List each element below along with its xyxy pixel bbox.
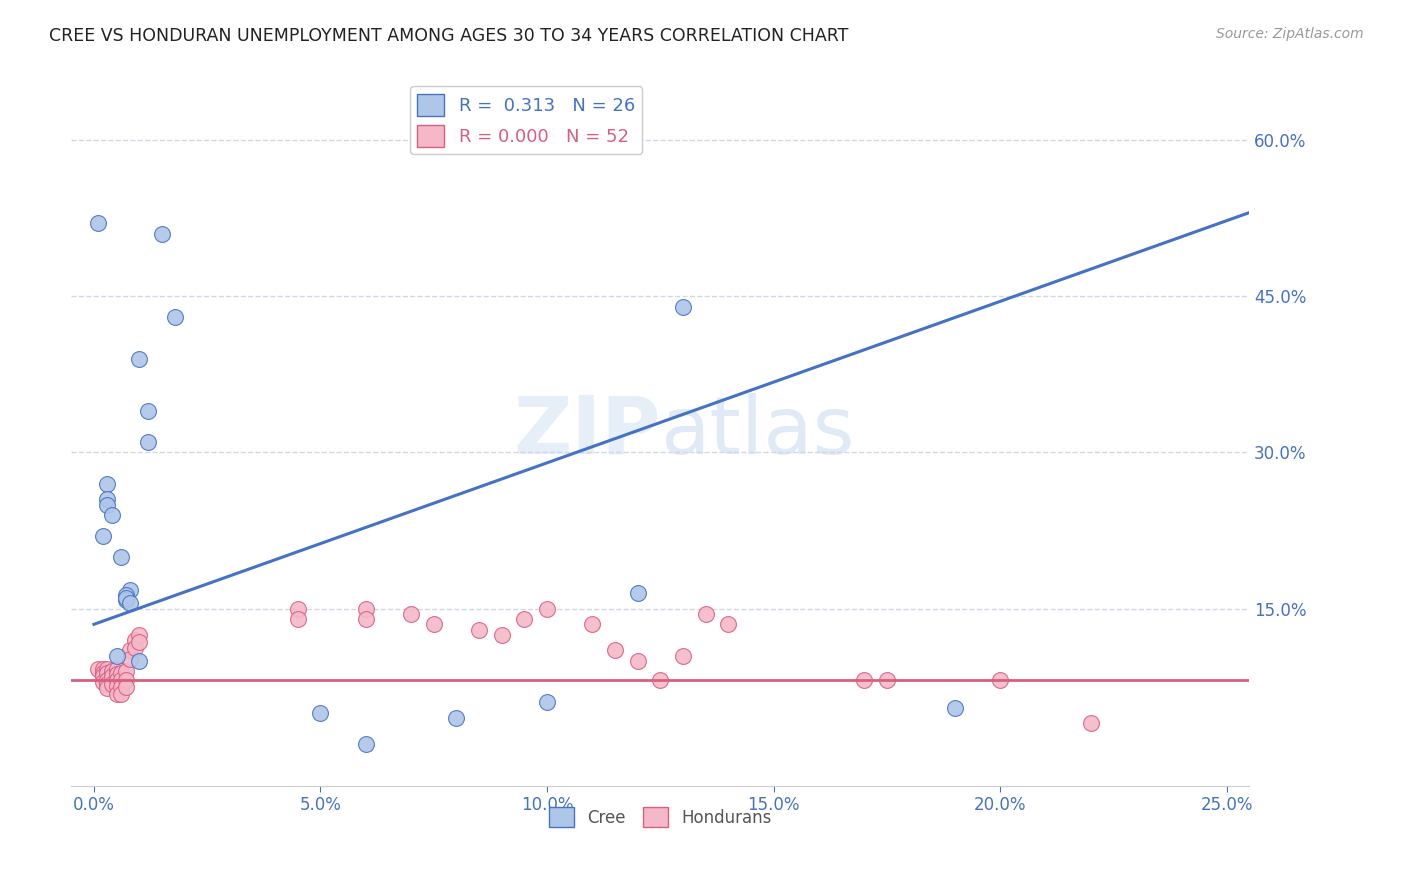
Point [114,680,136,694]
Point [91,662,114,676]
Point [309,706,332,720]
Point [91,529,114,543]
Point [128,351,150,366]
Point [853,673,876,687]
Point [446,711,468,725]
Point [943,700,966,714]
Point [120,597,142,611]
Text: CREE VS HONDURAN UNEMPLOYMENT AMONG AGES 30 TO 34 YEARS CORRELATION CHART: CREE VS HONDURAN UNEMPLOYMENT AMONG AGES… [49,27,849,45]
Point [105,662,128,676]
Point [1080,716,1102,731]
Point [672,300,695,314]
Point [468,623,491,637]
Point [96,666,118,681]
Point [120,582,142,597]
Point [96,681,118,695]
Text: Source: ZipAtlas.com: Source: ZipAtlas.com [1216,27,1364,41]
Point [128,635,150,649]
Point [110,673,132,687]
Point [114,673,136,687]
Point [110,666,132,681]
Point [672,648,695,663]
Point [128,654,150,668]
Point [354,612,377,626]
Point [603,643,626,657]
Point [136,435,159,450]
Point [96,673,118,687]
Point [114,591,136,606]
Point [626,586,648,600]
Point [491,628,513,642]
Point [988,673,1011,687]
Point [110,549,132,564]
Point [513,612,536,626]
Point [876,673,898,687]
Point [695,607,717,621]
Point [717,617,740,632]
Point [114,588,136,602]
Text: ZIP: ZIP [513,392,661,471]
Point [105,679,128,693]
Point [120,643,142,657]
Point [581,617,603,632]
Point [91,669,114,683]
Point [114,593,136,607]
Point [124,641,146,656]
Point [91,674,114,689]
Point [287,601,309,615]
Point [87,662,110,676]
Point [105,687,128,701]
Point [536,696,558,710]
Text: atlas: atlas [661,392,855,471]
Point [114,664,136,678]
Point [626,654,648,668]
Legend: Cree, Hondurans: Cree, Hondurans [543,800,778,834]
Point [91,666,114,681]
Point [101,508,124,522]
Point [287,612,309,626]
Point [120,651,142,665]
Point [165,310,187,324]
Point [105,673,128,687]
Point [128,628,150,642]
Point [96,476,118,491]
Point [399,607,422,621]
Point [354,737,377,751]
Point [110,680,132,694]
Point [422,617,444,632]
Point [96,492,118,507]
Point [87,216,110,230]
Point [136,404,159,418]
Point [650,673,672,687]
Point [101,669,124,683]
Point [105,648,128,663]
Point [96,676,118,690]
Point [105,667,128,681]
Point [101,676,124,690]
Point [150,227,173,241]
Point [354,601,377,615]
Point [110,687,132,701]
Point [101,664,124,678]
Point [96,498,118,512]
Point [536,601,558,615]
Point [124,632,146,647]
Point [96,662,118,676]
